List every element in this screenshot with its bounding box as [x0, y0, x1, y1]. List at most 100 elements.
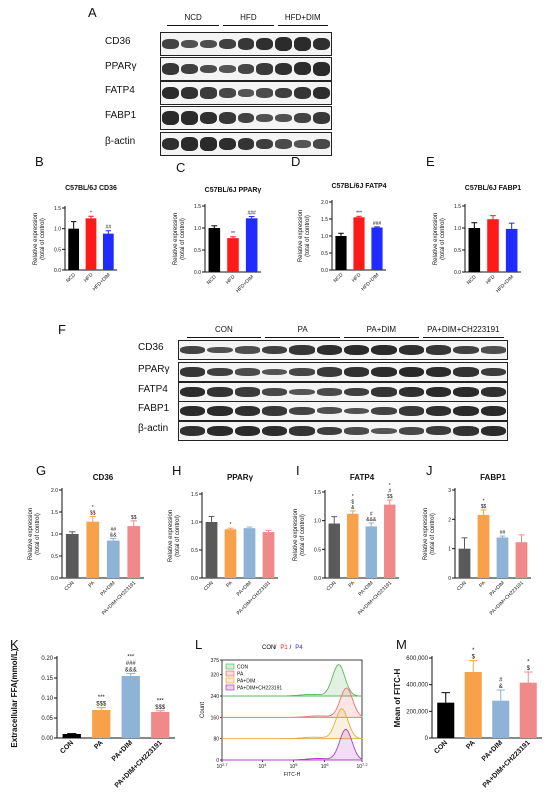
bar [505, 228, 518, 272]
blot-protein-label: CD36 [105, 36, 131, 47]
significance-mark: & [351, 505, 355, 511]
significance-mark: &&& [125, 668, 137, 674]
blot-strip [178, 421, 508, 441]
y-axis-label: (total of control) [300, 514, 306, 556]
panel-label-h: H [172, 463, 182, 478]
chart-title: C57BL/6J PPARγ [205, 187, 262, 194]
y-tick-label: 0.00 [41, 736, 53, 742]
blot-strip [160, 32, 332, 56]
blot-band [180, 86, 198, 100]
blot-band [398, 386, 424, 398]
bar [384, 504, 396, 578]
blot-band [218, 64, 236, 74]
blot-band [180, 425, 206, 437]
significance-mark: ** [231, 231, 235, 237]
blot-band [289, 388, 315, 396]
significance-mark: *** [356, 210, 362, 216]
blot-strip [178, 340, 508, 360]
blot-band [313, 139, 330, 149]
blot-band [371, 406, 397, 416]
blot-band [344, 407, 370, 415]
blot-band [398, 344, 424, 356]
blot-protein-label: FATP4 [105, 85, 135, 96]
blot-band [207, 405, 233, 417]
blot-group-line [265, 337, 340, 338]
blot-band [453, 426, 479, 436]
bar-chart-c: C57BL/6J PPARγ Relative expression (total … [173, 187, 262, 294]
x-tick-label: PA+DIM+CH223191 [482, 739, 532, 789]
y-tick-label: 0.5 [191, 548, 198, 554]
bar [353, 217, 365, 270]
significance-mark: *** [157, 698, 165, 704]
bar-chart-i: FATP4 Relative expression (total of contro… [293, 473, 399, 616]
y-axis-label: Relative expression [168, 510, 174, 562]
blot-band [256, 88, 274, 98]
blot-band [289, 368, 315, 376]
legend-title-part: / [275, 645, 277, 651]
blot-band [237, 38, 255, 50]
legend-swatch [225, 670, 235, 677]
bar [347, 513, 359, 578]
bar [151, 712, 170, 738]
blot-band [344, 344, 370, 356]
bar [335, 236, 347, 270]
legend-title-part: P4 [295, 645, 303, 651]
y-tick-label: 160 [211, 715, 220, 721]
y-tick-label: 0 [425, 736, 429, 742]
blot-strip [160, 106, 332, 130]
y-tick-label: 1.0 [191, 520, 198, 526]
x-tick-label: NCD [333, 272, 345, 284]
y-tick-label: 0.10 [41, 696, 53, 702]
bar [464, 672, 482, 738]
bar-chart-d: C57BL/6J FATP4 Relative expression (total … [298, 183, 387, 292]
bar [243, 528, 256, 578]
blot-band [262, 425, 288, 437]
blot-band [218, 88, 236, 98]
significance-mark: $$$ [155, 705, 166, 711]
significance-mark: * [92, 505, 94, 511]
y-tick-label: 1.0 [314, 519, 321, 525]
blot-band [199, 39, 217, 49]
panel-label-c: C [176, 160, 186, 175]
x-tick-label: NCD [65, 272, 77, 284]
significance-mark: $$ [131, 515, 137, 521]
bar [102, 233, 114, 270]
x-tick-label: HFD [225, 274, 237, 286]
blot-band [275, 62, 293, 76]
blot-strip [160, 81, 332, 105]
x-tick-label: PA [87, 580, 96, 589]
bar [208, 228, 221, 272]
bar-chart-h: PPARγ Relative expression (total of contro… [168, 473, 278, 616]
blot-protein-label: PPARγ [138, 364, 170, 375]
blot-band [218, 112, 236, 124]
bar [205, 522, 218, 578]
bar [86, 521, 100, 578]
blot-band [256, 37, 274, 51]
y-tick-label: 1 [448, 547, 451, 553]
blot-band [294, 37, 312, 51]
x-tick-label: PA+DIM [481, 739, 505, 763]
y-axis-label: (total of control) [440, 218, 446, 260]
legend-label: PA+DIM+CH223191 [237, 686, 282, 692]
blot-band [199, 87, 217, 99]
y-axis-label: Count [200, 702, 206, 718]
significance-mark: * [90, 210, 92, 216]
y-axis-label: Mean of FITC-H [393, 668, 402, 727]
blot-band [480, 405, 506, 417]
panel-label-g: G [36, 463, 47, 478]
blot-group-label: PA+DIM [366, 325, 397, 334]
blot-band [426, 426, 452, 436]
blot-band [234, 346, 260, 354]
y-tick-label: 0 [216, 758, 219, 764]
significance-mark: $$$ [96, 702, 107, 708]
panel-label-a: A [88, 5, 97, 20]
x-tick-label: PA+DIM [489, 580, 506, 597]
y-axis-label: Relative expression [173, 213, 179, 265]
bar [127, 526, 141, 578]
blot-band [275, 37, 293, 51]
bar [468, 228, 481, 272]
y-tick-label: 375 [211, 658, 220, 664]
significance-mark: # [370, 511, 373, 517]
blot-band [294, 140, 312, 148]
y-tick-label: 0.0 [54, 268, 61, 274]
